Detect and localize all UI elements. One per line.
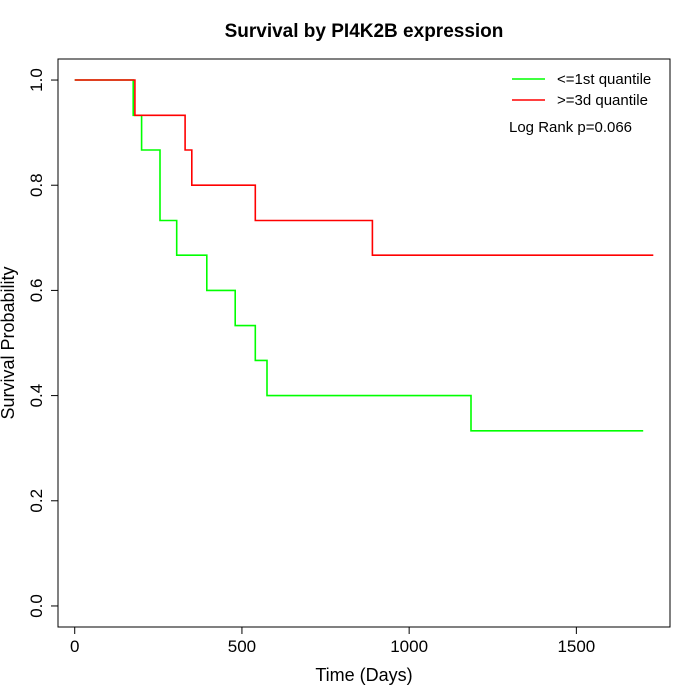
legend: <=1st quantile >=3d quantile <box>512 71 651 109</box>
y-tick-label: 0.2 <box>27 489 46 513</box>
y-tick-label: 1.0 <box>27 68 46 92</box>
y-tick-label: 0.0 <box>27 594 46 618</box>
y-axis-label: Survival Probability <box>0 266 18 419</box>
x-tick-label: 1500 <box>557 637 595 656</box>
plot-frame <box>57 58 671 628</box>
legend-label-high: >=3d quantile <box>557 92 648 109</box>
x-tick-label: 1000 <box>390 637 428 656</box>
series-layer <box>74 79 654 432</box>
log-rank-annotation: Log Rank p=0.066 <box>509 119 632 136</box>
x-axis-label: Time (Days) <box>315 665 412 685</box>
y-tick-label: 0.8 <box>27 173 46 197</box>
y-axis: 0.0 0.2 0.4 0.6 0.8 1.0 <box>27 68 59 618</box>
x-tick-label: 500 <box>228 637 256 656</box>
x-axis: 0 500 1000 1500 <box>70 626 595 656</box>
series-line-low-quantile <box>74 79 644 432</box>
y-tick-label: 0.6 <box>27 279 46 303</box>
series-line-high-quantile <box>74 79 654 256</box>
x-tick-label: 0 <box>70 637 79 656</box>
legend-label-low: <=1st quantile <box>557 71 651 88</box>
y-tick-label: 0.4 <box>27 384 46 408</box>
chart-title: Survival by PI4K2B expression <box>225 21 504 42</box>
